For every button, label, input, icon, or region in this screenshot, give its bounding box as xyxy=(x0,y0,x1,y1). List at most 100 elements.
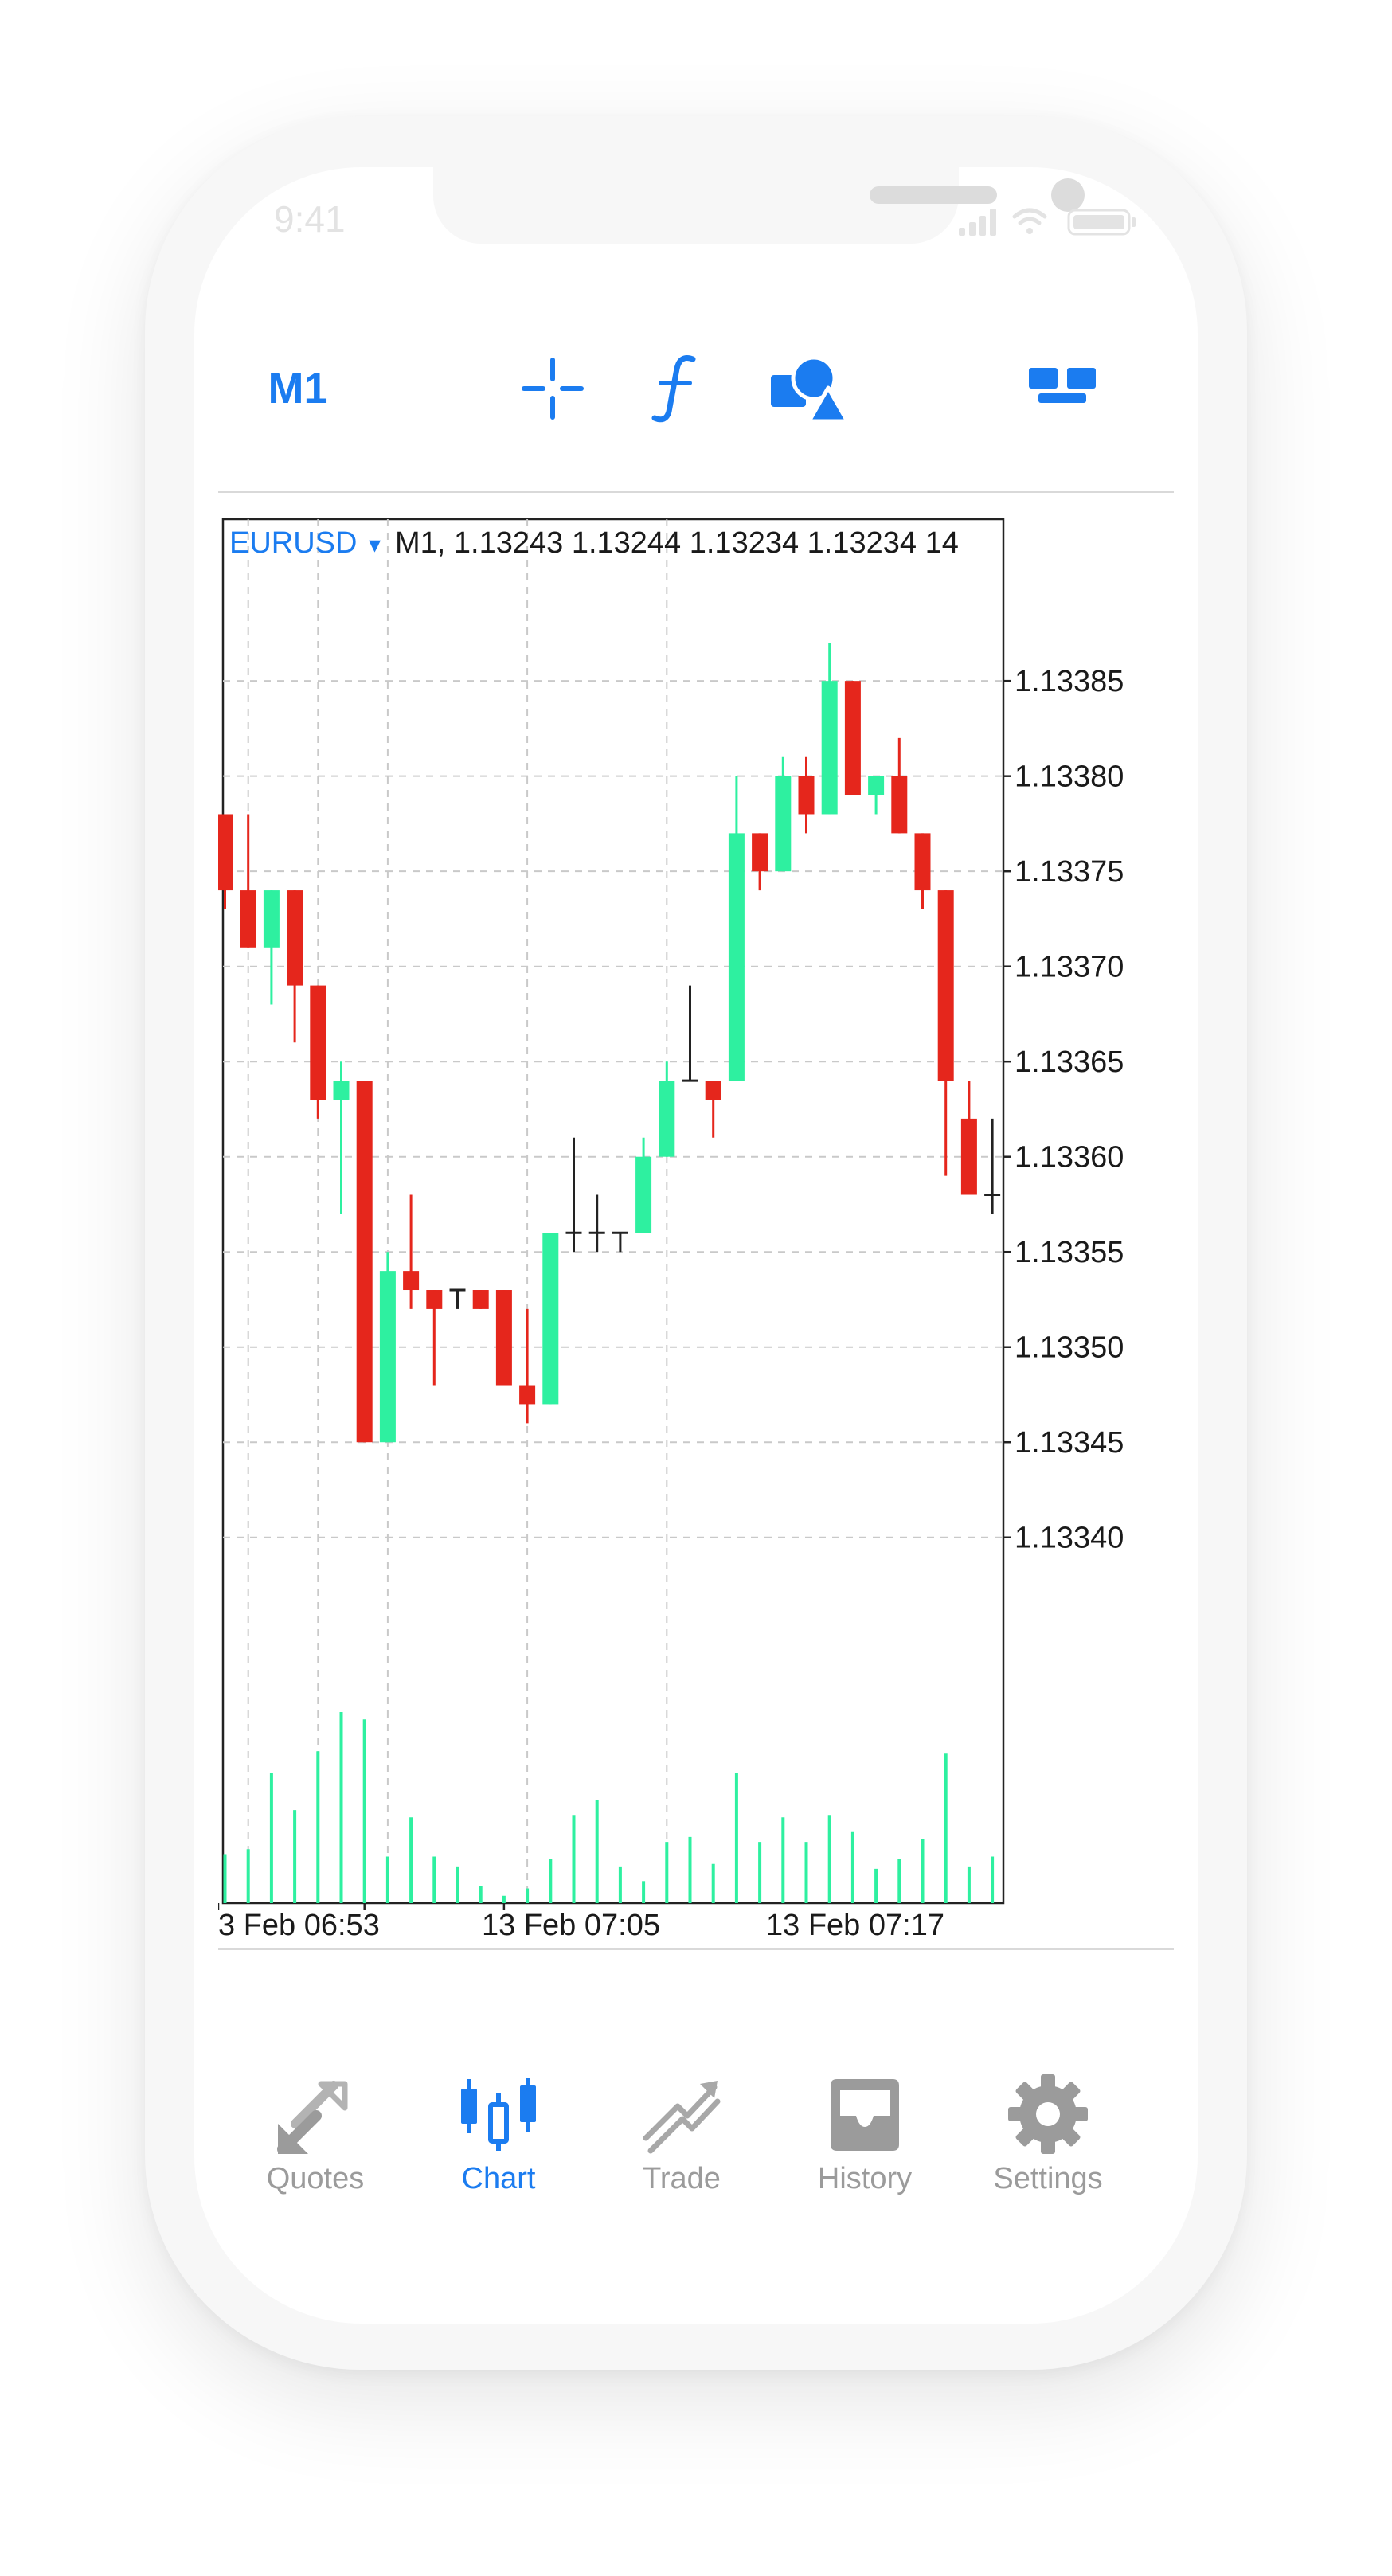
candle-body xyxy=(263,890,280,948)
chart-type-icon xyxy=(1029,368,1096,403)
candle xyxy=(705,1081,721,1138)
candle xyxy=(960,1081,977,1195)
objects-button[interactable] xyxy=(760,349,855,428)
indicators-icon xyxy=(651,355,696,423)
candle-body xyxy=(240,890,256,948)
candle xyxy=(937,890,954,1176)
chart-type-button[interactable] xyxy=(1007,349,1118,428)
status-icons xyxy=(959,205,1142,237)
candle xyxy=(495,1290,512,1386)
candle xyxy=(356,1081,373,1443)
candle-body xyxy=(472,1290,489,1309)
y-tick-label: 1.13370 xyxy=(1015,951,1124,984)
x-tick-label: 13 Feb 07:17 xyxy=(766,1909,944,1942)
candle-body xyxy=(821,681,838,815)
phone-screen: 9:41 M1 xyxy=(194,167,1198,2324)
y-tick-label: 1.13375 xyxy=(1015,855,1124,889)
candle xyxy=(635,1137,652,1233)
tab-trade-label: Trade xyxy=(643,2162,721,2195)
candle xyxy=(775,756,792,872)
tab-chart[interactable]: Chart xyxy=(403,2074,594,2250)
candle-body xyxy=(798,776,815,815)
candle xyxy=(403,1194,420,1309)
candle xyxy=(752,833,768,891)
candle xyxy=(310,985,326,1119)
candle xyxy=(588,1194,605,1253)
candle xyxy=(240,814,256,948)
candle xyxy=(217,814,233,909)
timeframe-button[interactable]: M1 xyxy=(242,349,354,428)
y-tick-label: 1.13350 xyxy=(1015,1331,1124,1365)
candle xyxy=(659,1061,675,1157)
indicators-button[interactable] xyxy=(637,349,717,428)
tab-history-label: History xyxy=(817,2162,913,2195)
quotes-icon xyxy=(277,2081,348,2154)
tab-quotes-label: Quotes xyxy=(266,2162,365,2195)
chart-icon xyxy=(461,2078,536,2151)
tabbar-divider xyxy=(218,1948,1174,1950)
signal-icon xyxy=(959,209,996,236)
y-tick-label: 1.13360 xyxy=(1015,1141,1124,1175)
candle-body xyxy=(960,1118,977,1195)
chart-ohlc-info: M1, 1.13243 1.13244 1.13234 1.13234 14 xyxy=(395,526,959,560)
x-tick-label: 13 Feb 07:05 xyxy=(482,1909,660,1942)
candle xyxy=(426,1290,443,1386)
chart-symbol[interactable]: EURUSD xyxy=(229,526,357,560)
candle-body xyxy=(752,833,768,872)
candle xyxy=(472,1290,489,1309)
symbol-caret[interactable]: ▾ xyxy=(369,531,381,559)
toolbar-divider xyxy=(218,491,1174,493)
candle-body xyxy=(287,890,303,986)
status-time: 9:41 xyxy=(274,198,346,240)
tab-settings[interactable]: Settings xyxy=(952,2074,1144,2250)
y-tick-label: 1.13345 xyxy=(1015,1426,1124,1460)
candle xyxy=(798,756,815,834)
candle xyxy=(542,1233,559,1405)
y-tick-label: 1.13380 xyxy=(1015,760,1124,794)
price-chart[interactable]: 1.13385 1.13380 1.13375 1.13370 1.13365 1.133… xyxy=(217,510,1174,1999)
tab-bar: Quotes Chart Trade xyxy=(194,2074,1198,2250)
candle xyxy=(612,1231,628,1253)
candle-body xyxy=(775,776,792,872)
candle xyxy=(565,1137,582,1253)
x-tick-label: 3 Feb 06:53 xyxy=(218,1909,380,1942)
candle-body xyxy=(519,1385,536,1405)
tab-chart-label: Chart xyxy=(461,2162,536,2195)
objects-icon xyxy=(771,355,847,424)
candle xyxy=(519,1308,536,1424)
y-tick-label: 1.13365 xyxy=(1015,1046,1124,1079)
gear-icon xyxy=(1008,2074,1088,2154)
candle xyxy=(728,776,745,1081)
tab-quotes[interactable]: Quotes xyxy=(220,2074,411,2250)
crosshair-icon xyxy=(522,358,584,420)
candle xyxy=(821,643,838,815)
candle xyxy=(844,681,861,795)
candle-body xyxy=(659,1081,675,1157)
candle-body xyxy=(705,1081,721,1100)
tab-history[interactable]: History xyxy=(769,2074,960,2250)
candle xyxy=(333,1061,350,1214)
candle-body xyxy=(310,985,326,1100)
candle xyxy=(263,890,280,1005)
tab-trade[interactable]: Trade xyxy=(586,2074,777,2250)
chart-frame xyxy=(221,518,1005,1905)
candle-body xyxy=(217,814,233,891)
tab-settings-label: Settings xyxy=(993,2162,1103,2195)
candle xyxy=(379,1252,396,1443)
candle-body xyxy=(937,890,954,1081)
trade-icon xyxy=(643,2081,721,2154)
candle-body xyxy=(635,1156,652,1233)
chart-svg[interactable]: 1.13385 1.13380 1.13375 1.13370 1.13365 1.133… xyxy=(217,510,1174,1999)
candle-body xyxy=(403,1271,420,1291)
wifi-icon xyxy=(1012,208,1047,234)
speaker xyxy=(870,186,997,204)
candle-body xyxy=(426,1290,443,1309)
candle-body xyxy=(333,1081,350,1100)
crosshair-button[interactable] xyxy=(513,349,592,428)
notch xyxy=(433,167,1085,244)
candle xyxy=(891,737,908,834)
y-tick-label: 1.13385 xyxy=(1015,665,1124,698)
candle xyxy=(449,1288,466,1309)
candle xyxy=(984,1118,1001,1214)
candle-body xyxy=(542,1233,559,1405)
